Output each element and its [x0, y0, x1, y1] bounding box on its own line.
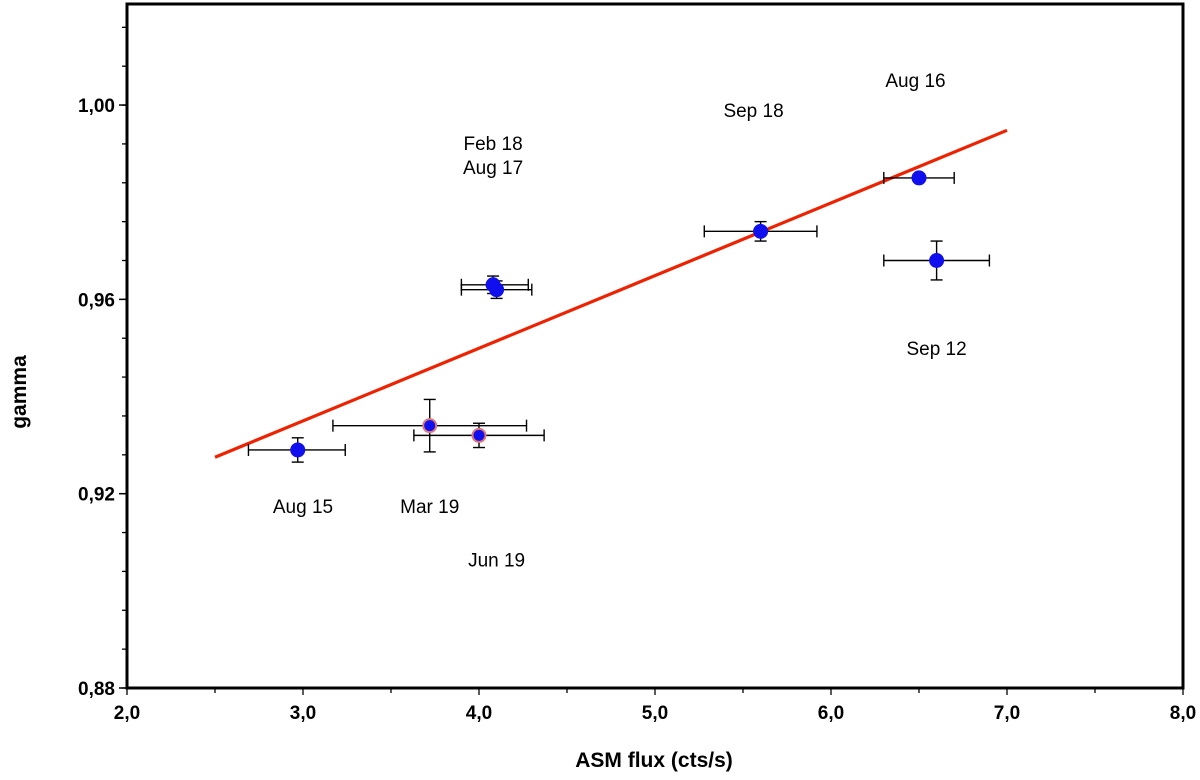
x-tick-label: 5,0	[642, 703, 668, 724]
x-tick-label: 2,0	[114, 703, 140, 724]
point-annotation: Aug 16	[885, 71, 945, 92]
y-tick-label: 0,96	[78, 290, 115, 311]
data-point	[753, 223, 769, 239]
x-tick-label: 4,0	[466, 703, 492, 724]
point-annotation: Aug 15	[273, 497, 333, 518]
point-annotation: Jun 19	[468, 551, 525, 572]
data-point	[911, 170, 927, 186]
y-tick-label: 1,00	[78, 96, 115, 117]
point-annotation: Mar 19	[400, 497, 459, 518]
point-annotation: Feb 18	[464, 134, 523, 155]
x-axis-title: ASM flux (cts/s)	[575, 749, 733, 772]
data-point	[422, 418, 438, 434]
x-tick-label: 3,0	[290, 703, 316, 724]
point-annotation: Sep 12	[906, 339, 966, 360]
point-annotation: Aug 17	[463, 158, 523, 179]
data-point	[929, 253, 945, 268]
data-point	[471, 427, 487, 443]
plot-frame	[125, 2, 1185, 690]
fit-line	[214, 128, 1008, 459]
y-axis-title: gamma	[8, 355, 31, 429]
data-point	[290, 442, 306, 458]
point-annotation: Sep 18	[723, 101, 783, 122]
x-tick-label: 6,0	[818, 703, 844, 724]
x-tick-label: 7,0	[994, 703, 1020, 724]
y-tick-label: 0,88	[78, 679, 115, 700]
data-point	[489, 282, 505, 298]
x-tick-label: 8,0	[1170, 703, 1196, 724]
y-tick-label: 0,92	[78, 485, 115, 506]
